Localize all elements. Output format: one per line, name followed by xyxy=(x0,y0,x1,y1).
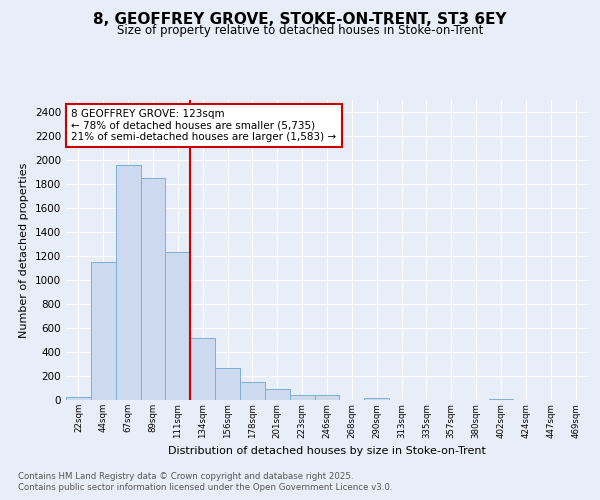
Text: Contains public sector information licensed under the Open Government Licence v3: Contains public sector information licen… xyxy=(18,484,392,492)
Text: 8 GEOFFREY GROVE: 123sqm
← 78% of detached houses are smaller (5,735)
21% of sem: 8 GEOFFREY GROVE: 123sqm ← 78% of detach… xyxy=(71,109,337,142)
Bar xyxy=(314,396,340,400)
Bar xyxy=(140,178,166,400)
Bar xyxy=(91,262,116,400)
Text: 8, GEOFFREY GROVE, STOKE-ON-TRENT, ST3 6EY: 8, GEOFFREY GROVE, STOKE-ON-TRENT, ST3 6… xyxy=(93,12,507,28)
Bar xyxy=(190,338,215,400)
Bar xyxy=(488,399,514,400)
X-axis label: Distribution of detached houses by size in Stoke-on-Trent: Distribution of detached houses by size … xyxy=(168,446,486,456)
Bar xyxy=(240,382,265,400)
Bar xyxy=(66,397,91,400)
Y-axis label: Number of detached properties: Number of detached properties xyxy=(19,162,29,338)
Text: Contains HM Land Registry data © Crown copyright and database right 2025.: Contains HM Land Registry data © Crown c… xyxy=(18,472,353,481)
Bar xyxy=(116,165,140,400)
Bar xyxy=(364,398,389,400)
Text: Size of property relative to detached houses in Stoke-on-Trent: Size of property relative to detached ho… xyxy=(117,24,483,37)
Bar xyxy=(265,390,290,400)
Bar xyxy=(215,368,240,400)
Bar xyxy=(290,394,314,400)
Bar xyxy=(166,252,190,400)
